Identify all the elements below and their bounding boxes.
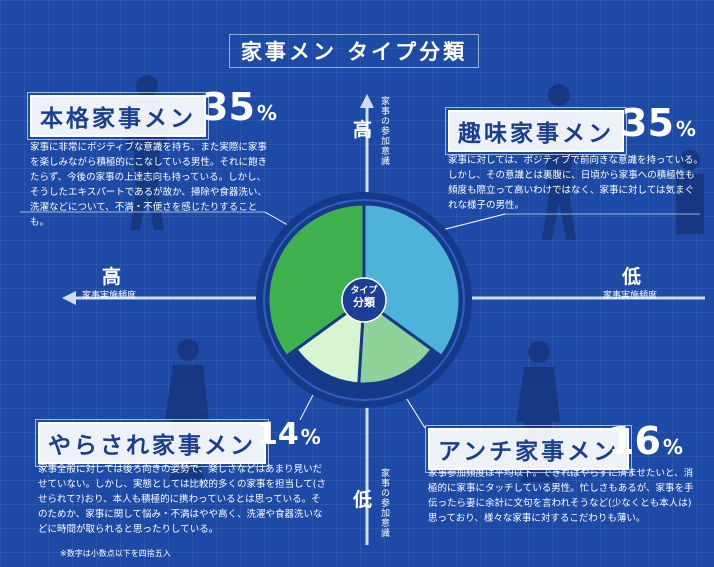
type-label-yarasare: やらされ家事メン (35, 419, 269, 467)
type-pie-chart (256, 192, 472, 408)
type-percent-hobby-value: 35 (621, 101, 674, 145)
type-percent-anti-unit: % (662, 435, 683, 459)
pie-slice-2 (357, 297, 435, 386)
type-label-anti: アンチ家事メン (424, 425, 633, 473)
axis-horizontal-high: 高 (102, 266, 122, 288)
pie-slice-3 (293, 296, 366, 386)
pie-center-circle (341, 277, 387, 323)
horizontal-axis-arrow (62, 291, 76, 305)
axis-vertical-label-bottom: 家事の参加意識 (379, 468, 389, 538)
axis-horizontal-label-right: 家事実施頻度 (603, 291, 658, 301)
pie-center-label-line1: タイプ (350, 286, 378, 296)
type-desc-hobby: 家事に対しては、ポジティブで前向きな意識を持っている。しかし、その意識とは裏腹に… (448, 155, 703, 211)
silhouette-man-right-edge (676, 150, 704, 234)
axis-horizontal-low: 低 (622, 266, 642, 288)
pie-center-label: タイプ 分類 (342, 285, 386, 309)
axis-vertical-low: 低 (353, 489, 373, 511)
axis-vertical-high: 高 (353, 119, 373, 141)
vertical-axis-arrow (360, 94, 374, 108)
type-label-honkaku: 本格家事メン (27, 92, 209, 140)
type-percent-hobby: 35% (621, 104, 696, 142)
type-desc-honkaku: 家事に非常にポジティブな意識を持ち、また実際に家事を楽しみながら積極的にこなして… (30, 142, 268, 228)
pie-slice-4 (266, 202, 366, 359)
type-desc-anti: 家事参加頻度は平均以下。できればやらずに済ませたいと、消極的に家事にタッチしてい… (428, 468, 694, 524)
type-percent-anti: 16% (608, 422, 683, 460)
type-desc-yarasare: 家事全般に対しては後ろ向きの姿勢で、楽しさなどはあまり見いだせていない。しかし、… (38, 464, 326, 535)
axis-vertical-label-top: 家事の参加意識 (379, 96, 389, 166)
page-title: 家事メン タイプ分類 (229, 34, 479, 68)
pie-slice-1 (362, 202, 462, 359)
type-percent-honkaku: 35% (202, 88, 277, 126)
footnote: ※数字は小数点以下を四捨五入 (60, 549, 171, 558)
type-percent-yarasare-value: 14 (257, 417, 299, 452)
pie-center-label-line2: 分類 (353, 296, 375, 309)
type-percent-yarasare: 14% (257, 420, 321, 450)
axis-horizontal-label-left: 家事実施頻度 (82, 291, 137, 301)
type-percent-honkaku-value: 35 (202, 85, 255, 129)
type-label-hobby: 趣味家事メン (445, 107, 627, 155)
type-percent-anti-value: 16 (608, 419, 661, 463)
type-percent-yarasare-unit: % (300, 425, 321, 449)
type-percent-honkaku-unit: % (256, 101, 277, 125)
type-percent-hobby-unit: % (675, 117, 696, 141)
